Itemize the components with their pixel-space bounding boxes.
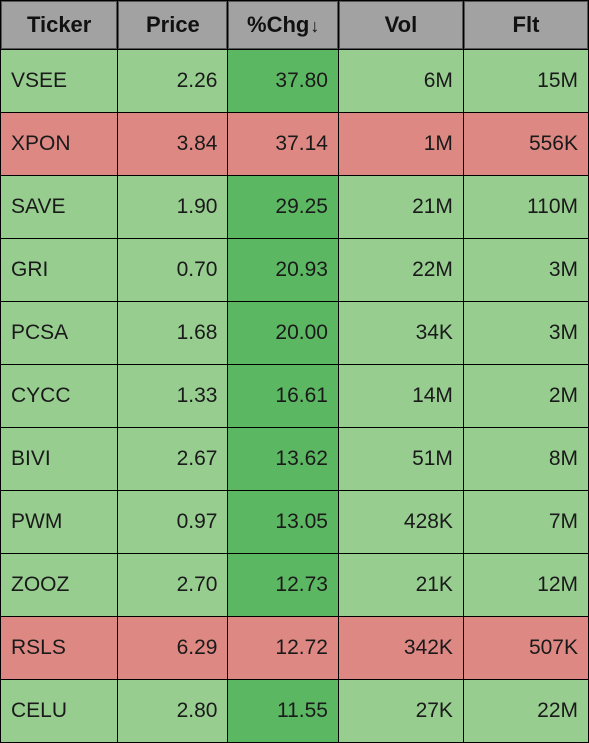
cell-vol: 6M	[339, 50, 463, 112]
cell-price: 2.70	[118, 554, 227, 616]
cell-chg: 13.62	[228, 428, 337, 490]
cell-vol: 342K	[339, 617, 463, 679]
sort-arrow-icon: ↓	[310, 16, 319, 36]
cell-chg: 29.25	[228, 176, 337, 238]
cell-chg: 20.00	[228, 302, 337, 364]
cell-flt: 15M	[464, 50, 588, 112]
table-row[interactable]: BIVI2.6713.6251M8M	[1, 428, 588, 490]
cell-price: 0.70	[118, 239, 227, 301]
cell-vol: 21K	[339, 554, 463, 616]
column-header-label: Price	[146, 12, 200, 37]
cell-vol: 21M	[339, 176, 463, 238]
cell-flt: 2M	[464, 365, 588, 427]
cell-chg: 11.55	[228, 680, 337, 742]
column-header-ticker[interactable]: Ticker	[1, 1, 117, 49]
cell-vol: 22M	[339, 239, 463, 301]
cell-vol: 34K	[339, 302, 463, 364]
cell-ticker: GRI	[1, 239, 117, 301]
stock-screener-table: Ticker Price %Chg↓ Vol Flt VSEE2.2637.806M15…	[0, 0, 589, 743]
cell-ticker: RSLS	[1, 617, 117, 679]
table-row[interactable]: GRI0.7020.9322M3M	[1, 239, 588, 301]
cell-ticker: BIVI	[1, 428, 117, 490]
column-header-label: Ticker	[27, 12, 91, 37]
cell-chg: 20.93	[228, 239, 337, 301]
cell-vol: 428K	[339, 491, 463, 553]
cell-price: 2.80	[118, 680, 227, 742]
cell-flt: 12M	[464, 554, 588, 616]
column-header-chg[interactable]: %Chg↓	[228, 1, 337, 49]
cell-flt: 110M	[464, 176, 588, 238]
cell-price: 2.26	[118, 50, 227, 112]
cell-flt: 7M	[464, 491, 588, 553]
cell-chg: 12.73	[228, 554, 337, 616]
table-row[interactable]: PWM0.9713.05428K7M	[1, 491, 588, 553]
table-row[interactable]: SAVE1.9029.2521M110M	[1, 176, 588, 238]
table-row[interactable]: CELU2.8011.5527K22M	[1, 680, 588, 742]
cell-price: 1.68	[118, 302, 227, 364]
cell-vol: 1M	[339, 113, 463, 175]
column-header-label: %Chg	[247, 12, 309, 37]
cell-ticker: CELU	[1, 680, 117, 742]
cell-chg: 13.05	[228, 491, 337, 553]
cell-ticker: PCSA	[1, 302, 117, 364]
table-header: Ticker Price %Chg↓ Vol Flt	[1, 1, 588, 49]
table-row[interactable]: VSEE2.2637.806M15M	[1, 50, 588, 112]
column-header-label: Flt	[513, 12, 540, 37]
cell-chg: 37.14	[228, 113, 337, 175]
cell-vol: 27K	[339, 680, 463, 742]
table-row[interactable]: ZOOZ2.7012.7321K12M	[1, 554, 588, 616]
cell-flt: 3M	[464, 302, 588, 364]
cell-ticker: ZOOZ	[1, 554, 117, 616]
cell-price: 1.33	[118, 365, 227, 427]
cell-flt: 3M	[464, 239, 588, 301]
cell-price: 2.67	[118, 428, 227, 490]
column-header-flt[interactable]: Flt	[464, 1, 588, 49]
table-row[interactable]: PCSA1.6820.0034K3M	[1, 302, 588, 364]
cell-chg: 37.80	[228, 50, 337, 112]
cell-ticker: PWM	[1, 491, 117, 553]
cell-flt: 22M	[464, 680, 588, 742]
cell-vol: 14M	[339, 365, 463, 427]
table-row[interactable]: XPON3.8437.141M556K	[1, 113, 588, 175]
cell-chg: 12.72	[228, 617, 337, 679]
cell-ticker: VSEE	[1, 50, 117, 112]
cell-flt: 8M	[464, 428, 588, 490]
cell-ticker: XPON	[1, 113, 117, 175]
table-row[interactable]: CYCC1.3316.6114M2M	[1, 365, 588, 427]
cell-flt: 507K	[464, 617, 588, 679]
column-header-price[interactable]: Price	[118, 1, 227, 49]
cell-price: 6.29	[118, 617, 227, 679]
cell-price: 1.90	[118, 176, 227, 238]
column-header-label: Vol	[385, 12, 418, 37]
cell-ticker: SAVE	[1, 176, 117, 238]
cell-vol: 51M	[339, 428, 463, 490]
column-header-vol[interactable]: Vol	[339, 1, 463, 49]
cell-flt: 556K	[464, 113, 588, 175]
cell-price: 0.97	[118, 491, 227, 553]
cell-ticker: CYCC	[1, 365, 117, 427]
table-body: VSEE2.2637.806M15MXPON3.8437.141M556KSAV…	[1, 50, 588, 742]
cell-chg: 16.61	[228, 365, 337, 427]
cell-price: 3.84	[118, 113, 227, 175]
table-row[interactable]: RSLS6.2912.72342K507K	[1, 617, 588, 679]
